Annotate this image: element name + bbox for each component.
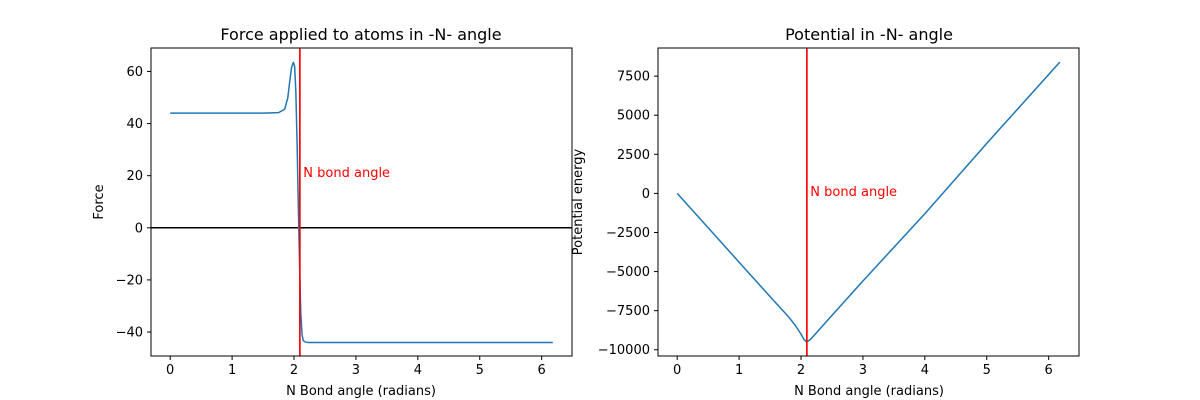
potential-chart-x-tick-label: 0	[673, 363, 681, 378]
force-chart-annotation: N bond angle	[303, 166, 390, 181]
force-chart-axes-frame	[150, 47, 573, 357]
potential-chart-axes-frame	[657, 47, 1080, 357]
force-chart-y-tick-label: −40	[116, 326, 143, 341]
force-chart-plot-area	[151, 48, 572, 356]
force-chart-y-tick-label: 20	[126, 169, 143, 184]
potential-chart-y-tick-label: −5000	[606, 265, 650, 280]
force-chart-y-tick-label: 40	[126, 117, 143, 132]
potential-chart: Potential in -N- angle N Bond angle (rad…	[571, 25, 1080, 399]
force-chart-title: Force applied to atoms in -N- angle	[220, 25, 501, 44]
potential-chart-x-tick-label: 5	[983, 363, 991, 378]
force-chart-y-tick-label: 0	[135, 221, 143, 236]
force-chart-xlabel: N Bond angle (radians)	[286, 384, 436, 399]
force-chart-x-tick-label: 4	[414, 363, 422, 378]
potential-chart-xlabel: N Bond angle (radians)	[794, 384, 944, 399]
force-chart-x-tick-label: 1	[228, 363, 236, 378]
potential-chart-series-line	[676, 61, 1061, 343]
force-chart-series-line	[170, 61, 553, 344]
potential-chart-annotation: N bond angle	[810, 185, 897, 200]
potential-chart-y-tick-label: −2500	[606, 226, 650, 241]
potential-chart-y-tick-label: 7500	[617, 70, 650, 85]
force-chart-ylabel: Force	[92, 184, 107, 219]
potential-chart-y-tick-label: 2500	[617, 148, 650, 163]
potential-chart-x-tick-label: 3	[859, 363, 867, 378]
potential-chart-y-tick-label: 5000	[617, 109, 650, 124]
force-chart-y-tick-label: −20	[116, 273, 143, 288]
potential-chart-x-tick-label: 4	[921, 363, 929, 378]
potential-chart-title: Potential in -N- angle	[785, 25, 953, 44]
force-chart-x-tick-label: 3	[352, 363, 360, 378]
potential-chart-y-tick-label: −7500	[606, 304, 650, 319]
force-chart-x-tick-label: 2	[290, 363, 298, 378]
force-chart: Force applied to atoms in -N- angle N Bo…	[92, 25, 573, 399]
force-chart-y-tick-label: 60	[126, 65, 143, 80]
potential-chart-plot-area	[676, 48, 1061, 356]
potential-chart-y-tick-label: −10000	[598, 343, 650, 358]
potential-chart-x-tick-label: 2	[797, 363, 805, 378]
potential-chart-x-tick-label: 6	[1045, 363, 1053, 378]
potential-chart-x-tick-label: 1	[735, 363, 743, 378]
potential-chart-ylabel: Potential energy	[571, 149, 586, 256]
force-chart-x-tick-label: 0	[166, 363, 174, 378]
potential-chart-y-tick-label: 0	[642, 187, 650, 202]
force-chart-x-tick-label: 5	[476, 363, 484, 378]
force-chart-x-tick-label: 6	[538, 363, 546, 378]
